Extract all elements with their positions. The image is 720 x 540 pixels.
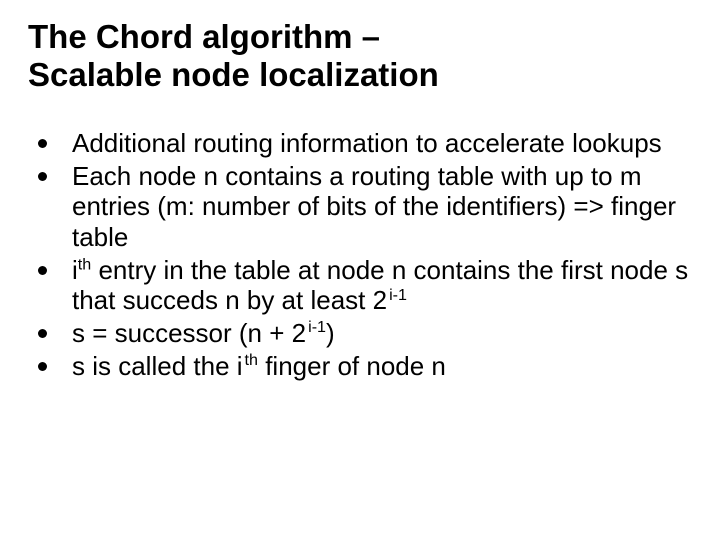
list-item: s is called the ith finger of node n — [28, 351, 692, 382]
list-item: ith entry in the table at node n contain… — [28, 255, 692, 316]
superscript: th — [78, 255, 91, 273]
superscript: th — [243, 351, 258, 369]
title-line-2: Scalable node localization — [28, 56, 439, 93]
bullet-text: Additional routing information to accele… — [72, 128, 662, 158]
slide: The Chord algorithm – Scalable node loca… — [0, 0, 720, 540]
bullet-text-part: finger of node n — [258, 351, 446, 381]
list-item: Each node n contains a routing table wit… — [28, 161, 692, 253]
list-item: Additional routing information to accele… — [28, 128, 692, 159]
bullet-list: Additional routing information to accele… — [28, 128, 692, 381]
list-item: s = successor (n + 2i-1) — [28, 318, 692, 349]
bullet-text-part: s is called the i — [72, 351, 243, 381]
bullet-text-part: s = successor (n + 2 — [72, 318, 306, 348]
slide-title: The Chord algorithm – Scalable node loca… — [28, 18, 692, 94]
superscript: i-1 — [387, 286, 407, 304]
bullet-text-part: ) — [326, 318, 335, 348]
title-line-1: The Chord algorithm – — [28, 18, 380, 55]
bullet-text-part: entry in the table at node n contains th… — [72, 255, 688, 316]
bullet-text: Each node n contains a routing table wit… — [72, 161, 676, 252]
superscript: i-1 — [306, 318, 326, 336]
slide-body: Additional routing information to accele… — [28, 128, 692, 381]
